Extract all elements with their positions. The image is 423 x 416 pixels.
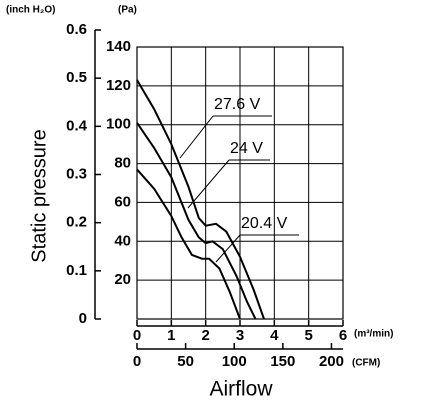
y-axis-label: Static pressure	[28, 129, 50, 262]
x2-tick-label: 150	[270, 353, 295, 370]
x-tick-label: 4	[270, 327, 279, 344]
x2-tick-label: 0	[133, 353, 141, 370]
curve	[136, 79, 265, 320]
y2-unit: (inch H₂O)	[6, 5, 55, 16]
x-tick-label: 0	[133, 327, 141, 344]
leader-line	[187, 159, 230, 209]
series-label: 20.4 V	[241, 215, 288, 232]
x2-tick-label: 200	[319, 353, 344, 370]
x2-unit: (CFM)	[352, 358, 380, 369]
x2-tick-label: 100	[222, 353, 247, 370]
y-unit: (Pa)	[118, 5, 137, 16]
y2-tick-label: 0.2	[66, 214, 87, 231]
x-tick-label: 1	[167, 327, 175, 344]
y2-tick-label: 0.3	[66, 165, 87, 182]
y-tick-label: 140	[106, 38, 131, 55]
y-tick-label: 20	[114, 271, 131, 288]
curve	[136, 122, 257, 320]
y-tick-label: 80	[114, 155, 131, 172]
y2-tick-label: 0	[79, 310, 87, 327]
y-tick-label: 40	[114, 232, 131, 249]
x-tick-label: 6	[339, 327, 347, 344]
y2-tick-label: 0.5	[66, 69, 87, 86]
x2-tick-label: 50	[177, 353, 194, 370]
curve	[136, 168, 241, 320]
series-label: 27.6 V	[214, 96, 261, 113]
y-tick-label: 100	[106, 116, 131, 133]
x-unit: (m³/min)	[354, 329, 393, 340]
x-tick-label: 5	[304, 327, 312, 344]
x-tick-label: 3	[236, 327, 244, 344]
y2-tick-label: 0.4	[66, 117, 88, 134]
y-tick-label: 120	[106, 77, 131, 94]
y2-tick-label: 0.1	[66, 262, 87, 279]
x-tick-label: 2	[201, 327, 209, 344]
leader-line	[215, 234, 241, 263]
series-label: 24 V	[230, 140, 263, 157]
leader-line	[179, 115, 214, 159]
y-tick-label: 60	[114, 193, 131, 210]
x-axis-label: Airflow	[209, 378, 273, 401]
y2-tick-label: 0.6	[66, 21, 87, 38]
